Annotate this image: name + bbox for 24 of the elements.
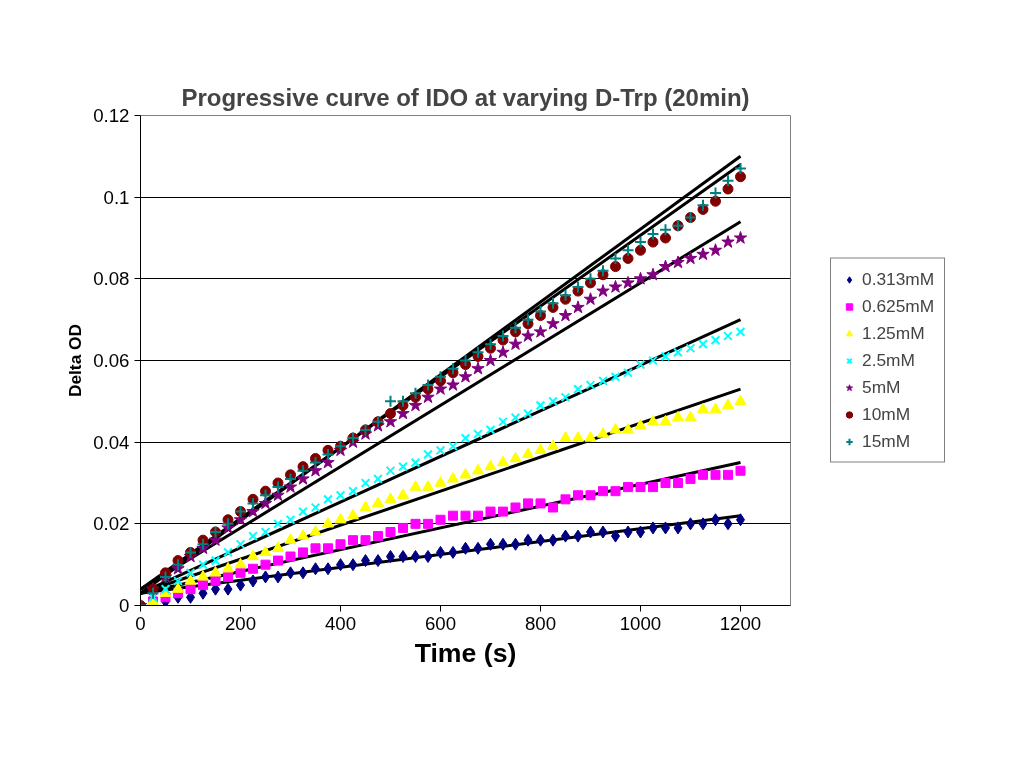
x-tick-label: 0 xyxy=(135,612,146,634)
legend-label: 10mM xyxy=(862,403,911,425)
chart-title: Progressive curve of IDO at varying D-Trp (20min) xyxy=(181,83,750,111)
y-tick-label: 0.06 xyxy=(93,350,130,371)
legend-label: 1.25mM xyxy=(862,322,925,344)
y-tick-label: 0.04 xyxy=(93,431,130,453)
legend-label: 5mM xyxy=(862,376,901,398)
legend-label: 0.313mM xyxy=(862,268,935,290)
x-tick-label: 1200 xyxy=(719,612,762,634)
x-tick-label: 400 xyxy=(324,612,357,634)
y-tick-label: 0.12 xyxy=(93,105,130,126)
x-axis-title: Time (s) xyxy=(414,637,517,668)
x-tick-label: 200 xyxy=(224,612,257,634)
legend-label: 15mM xyxy=(862,430,911,452)
y-axis-title: Delta OD xyxy=(65,323,86,398)
x-tick-label: 1000 xyxy=(619,612,662,634)
legend-label: 2.5mM xyxy=(862,349,915,371)
y-tick-label: 0.1 xyxy=(103,186,130,208)
y-tick-label: 0.02 xyxy=(93,513,130,535)
legend-label: 0.625mM xyxy=(862,295,935,317)
y-tick-label: 0.08 xyxy=(93,268,130,290)
y-tick-label: 0 xyxy=(119,595,130,616)
x-tick-label: 600 xyxy=(424,612,457,634)
x-tick-label: 800 xyxy=(524,612,557,634)
